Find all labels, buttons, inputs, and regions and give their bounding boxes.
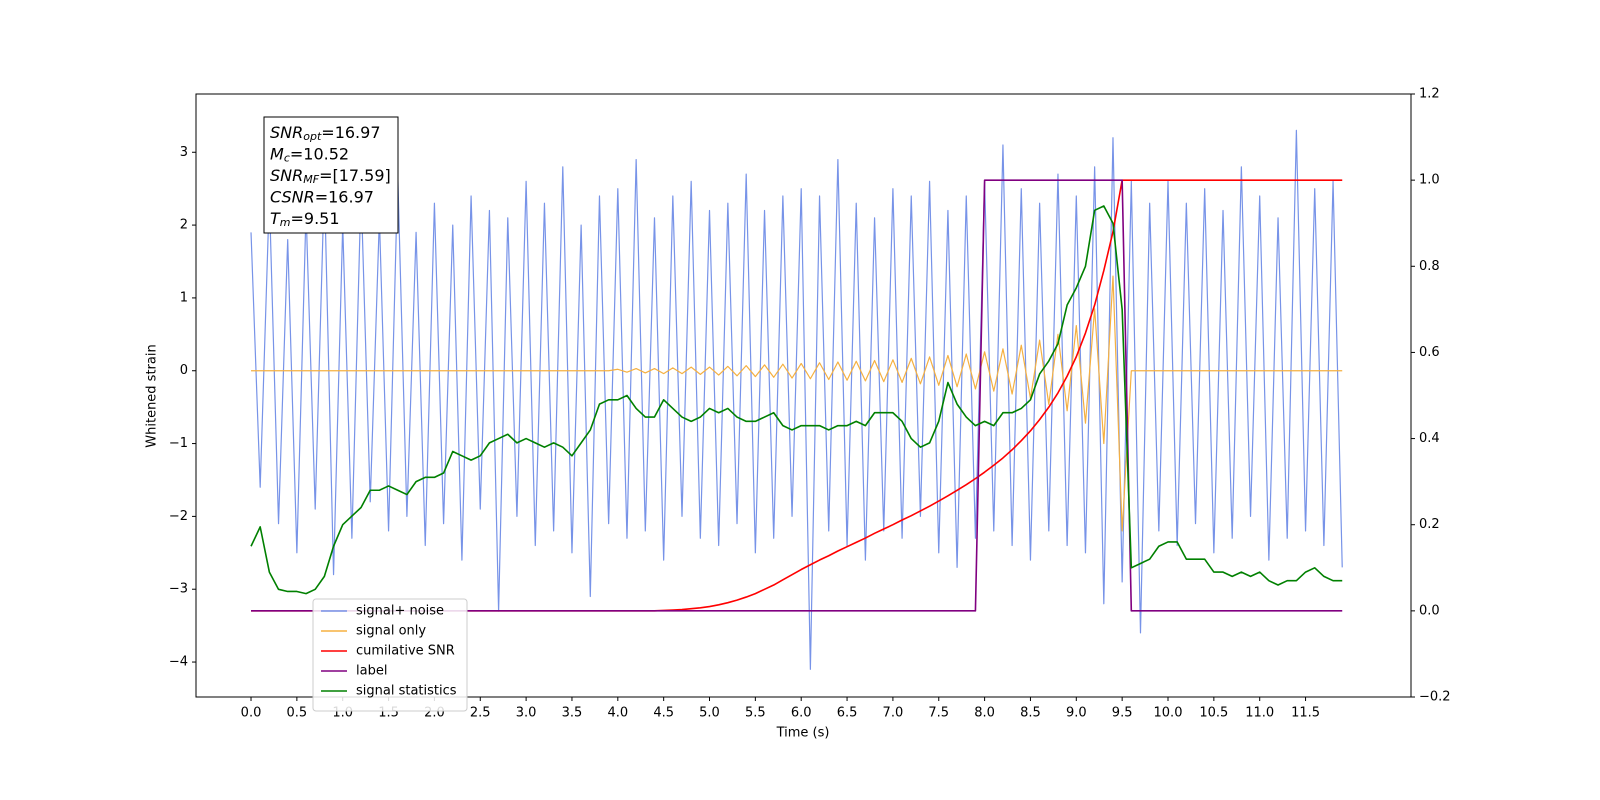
annotation-value: =10.52: [290, 144, 349, 163]
x-tick-label: 0.0: [241, 706, 262, 721]
y-axis-label: Whitened strain: [145, 344, 160, 447]
x-tick-label: 10.5: [1199, 706, 1228, 721]
legend-label: signal only: [356, 624, 426, 639]
y-tick-label: −1: [169, 436, 188, 451]
annotation-subscript: opt: [303, 130, 322, 143]
x-tick-label: 8.0: [974, 706, 995, 721]
annotation-line: SNRMF=[17.59]: [270, 166, 391, 187]
y-tick-label: 0: [180, 363, 188, 378]
legend-label: cumilative SNR: [356, 644, 455, 659]
annotation-line: CSNR=16.97: [270, 187, 374, 206]
x-tick-label: 3.0: [516, 706, 537, 721]
x-tick-label: 9.0: [1066, 706, 1087, 721]
annotation-symbol: M: [270, 144, 284, 163]
annotation-symbol: T: [270, 209, 281, 228]
x-tick-label: 5.0: [699, 706, 720, 721]
y-tick-label: 1: [180, 290, 188, 305]
y-tick-label: 3: [180, 145, 188, 160]
series-line: [251, 275, 1343, 532]
annotation-subscript: MF: [303, 173, 319, 186]
legend-label: signal+ noise: [356, 604, 444, 619]
x-tick-label: 7.5: [928, 706, 949, 721]
x-tick-label: 4.0: [607, 706, 628, 721]
x-tick-label: 3.5: [562, 706, 583, 721]
y2-tick-label: 0.4: [1419, 431, 1440, 446]
x-tick-label: 10.0: [1154, 706, 1183, 721]
annotation-value: =16.97: [321, 123, 380, 142]
annotation-symbol: SNR: [270, 123, 303, 142]
x-tick-label: 9.5: [1112, 706, 1133, 721]
x-tick-label: 5.5: [745, 706, 766, 721]
legend-label: label: [356, 664, 387, 679]
y-tick-label: −4: [169, 655, 188, 670]
y-tick-label: −3: [169, 582, 188, 597]
x-tick-label: 0.5: [287, 706, 308, 721]
x-tick-label: 4.5: [653, 706, 674, 721]
x-axis-label: Time (s): [776, 726, 830, 741]
annotation-frame: [263, 116, 399, 234]
y-tick-label: −2: [169, 509, 188, 524]
x-tick-label: 7.0: [883, 706, 904, 721]
annotation-value: =9.51: [291, 209, 340, 228]
y2-tick-label: 1.0: [1419, 173, 1440, 188]
x-tick-label: 8.5: [1020, 706, 1041, 721]
x-tick-label: 11.0: [1245, 706, 1274, 721]
plot-frame: [195, 93, 1412, 698]
y2-tick-label: 0.2: [1419, 517, 1440, 532]
legend: signal+ noise signal only cumilative SNR la…: [312, 598, 468, 712]
annotation-symbol: SNR: [270, 166, 303, 185]
annotation-line: Tm=9.51: [270, 209, 340, 230]
annotation-box: SNRopt=16.97Mc=10.52SNRMF=[17.59]CSNR=16…: [263, 116, 399, 234]
y2-tick-label: 0.8: [1419, 259, 1440, 274]
annotation-line: Mc=10.52: [270, 144, 349, 165]
series-line: [250, 129, 1343, 670]
x-tick-label: 6.0: [791, 706, 812, 721]
annotation-value: =16.97: [315, 187, 374, 206]
annotation-subscript: c: [284, 152, 290, 165]
y2-tick-label: 0.6: [1419, 345, 1440, 360]
x-tick-label: 6.5: [837, 706, 858, 721]
annotation-subscript: m: [280, 216, 291, 229]
x-tick-label: 2.5: [470, 706, 491, 721]
annotation-value: =[17.59]: [319, 166, 391, 185]
x-tick-label: 11.5: [1291, 706, 1320, 721]
y2-tick-label: 1.2: [1419, 87, 1440, 102]
y-tick-label: 2: [180, 218, 188, 233]
y2-tick-label: 0.0: [1419, 603, 1440, 618]
series-line: [250, 205, 1343, 595]
legend-label: signal statistics: [356, 684, 457, 699]
annotation-symbol: CSNR: [270, 187, 315, 206]
y2-tick-label: −0.2: [1419, 690, 1451, 705]
legend-frame: [312, 598, 468, 712]
annotation-line: SNRopt=16.97: [270, 123, 381, 144]
